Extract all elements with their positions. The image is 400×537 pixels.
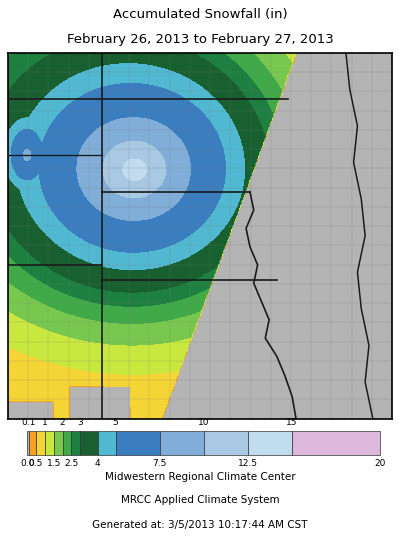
Text: 2.5: 2.5 bbox=[64, 459, 78, 468]
Bar bbox=[160, 431, 204, 455]
Bar bbox=[80, 431, 98, 455]
Text: 12.5: 12.5 bbox=[238, 459, 258, 468]
Bar bbox=[116, 431, 160, 455]
Bar bbox=[292, 431, 380, 455]
Bar bbox=[36, 431, 45, 455]
Text: 1.5: 1.5 bbox=[46, 459, 61, 468]
Bar bbox=[204, 431, 248, 455]
Text: 0.5: 0.5 bbox=[29, 459, 43, 468]
Text: 1: 1 bbox=[42, 418, 48, 427]
Bar bbox=[45, 431, 54, 455]
Text: 7.5: 7.5 bbox=[152, 459, 167, 468]
Text: February 26, 2013 to February 27, 2013: February 26, 2013 to February 27, 2013 bbox=[67, 33, 333, 46]
Text: 5: 5 bbox=[113, 418, 118, 427]
Bar bbox=[62, 431, 71, 455]
Text: 20: 20 bbox=[375, 459, 386, 468]
Bar bbox=[29, 431, 36, 455]
Text: 10: 10 bbox=[198, 418, 210, 427]
Text: 3: 3 bbox=[77, 418, 83, 427]
Text: Midwestern Regional Climate Center: Midwestern Regional Climate Center bbox=[105, 472, 295, 482]
Text: 0.0: 0.0 bbox=[20, 459, 34, 468]
Text: 4: 4 bbox=[95, 459, 101, 468]
Bar bbox=[71, 431, 80, 455]
Text: Accumulated Snowfall (in): Accumulated Snowfall (in) bbox=[113, 8, 287, 21]
Bar bbox=[54, 431, 62, 455]
Text: 15: 15 bbox=[286, 418, 298, 427]
Bar bbox=[98, 431, 116, 455]
Text: 2: 2 bbox=[60, 418, 65, 427]
Bar bbox=[248, 431, 292, 455]
Text: MRCC Applied Climate System: MRCC Applied Climate System bbox=[121, 495, 279, 505]
Bar bbox=[27, 431, 29, 455]
Text: 0.1: 0.1 bbox=[22, 418, 36, 427]
Text: Generated at: 3/5/2013 10:17:44 AM CST: Generated at: 3/5/2013 10:17:44 AM CST bbox=[92, 520, 308, 530]
